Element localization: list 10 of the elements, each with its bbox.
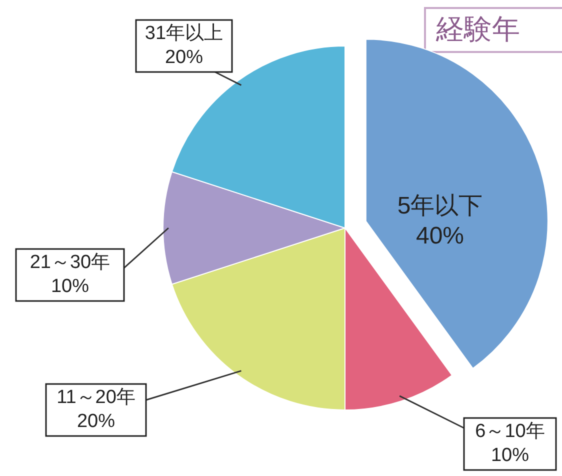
data-label: 10% <box>50 276 90 298</box>
slice-label: 31年以上 <box>144 23 224 44</box>
chart-title: 経験年 <box>435 13 520 44</box>
data-label: 20% <box>76 411 116 432</box>
slice-label: 6～10年 <box>475 421 545 442</box>
title: 経験年 <box>424 7 562 53</box>
data-label: 10% <box>490 445 530 466</box>
slice-label: 21～30年 <box>30 252 110 274</box>
data-label: 20% <box>164 47 204 68</box>
slice-label: 11～20年 <box>56 387 136 408</box>
